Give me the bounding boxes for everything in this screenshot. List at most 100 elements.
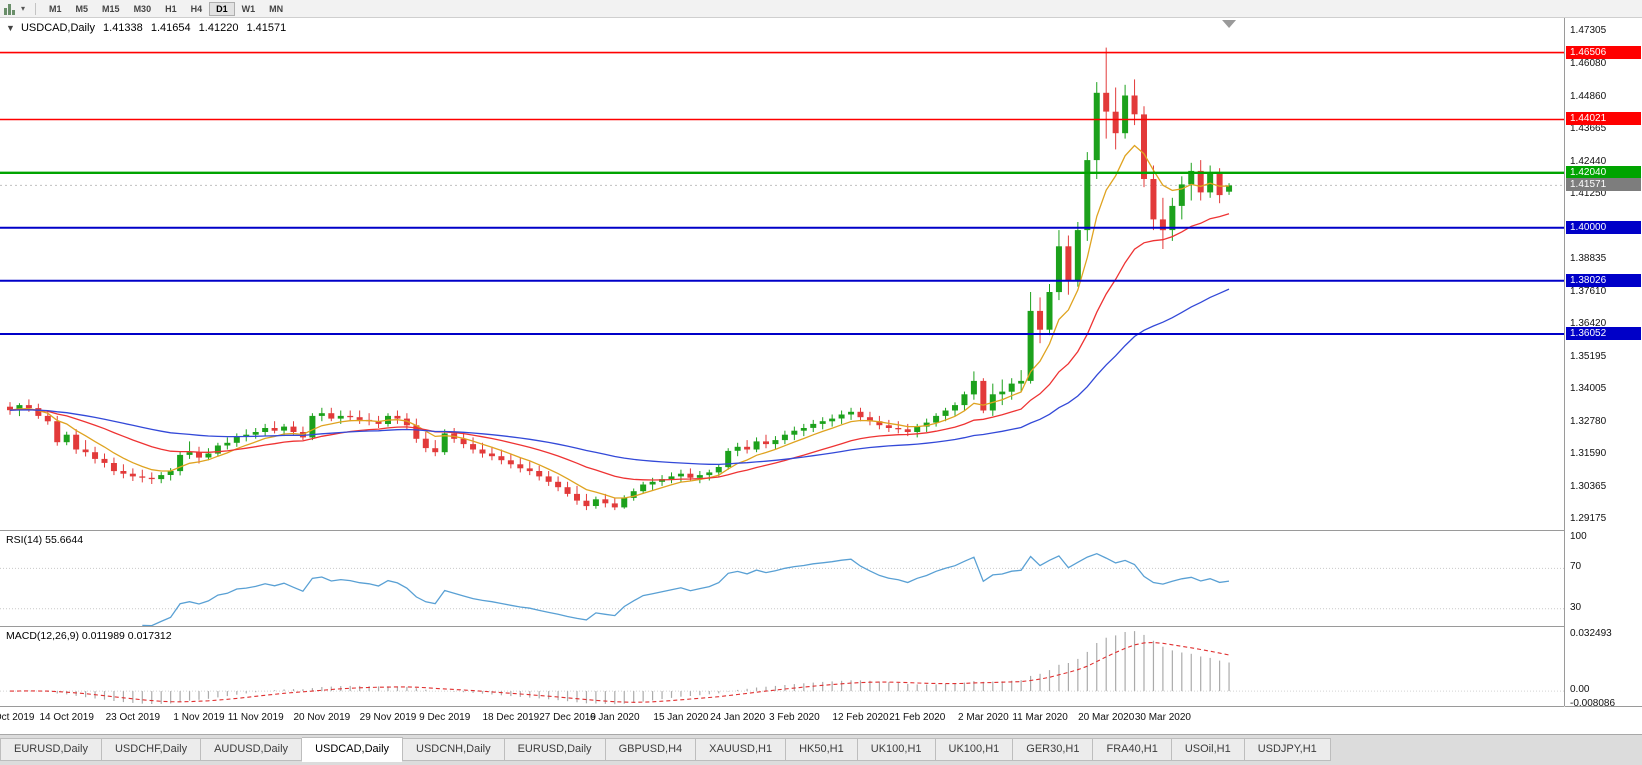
date-tick-label: 23 Oct 2019 — [105, 712, 161, 723]
candle — [1037, 310, 1044, 330]
candle — [205, 453, 212, 458]
chart-area[interactable]: ▼ USDCAD,Daily 1.41338 1.41654 1.41220 1… — [0, 18, 1642, 734]
candle — [479, 449, 486, 454]
candle — [498, 456, 505, 461]
date-tick-label: 11 Nov 2019 — [227, 712, 284, 723]
candle — [866, 417, 873, 422]
timeframe-button-mn[interactable]: MN — [269, 3, 284, 14]
candle — [640, 484, 647, 492]
price-tick-label: 1.47305 — [1570, 25, 1607, 37]
date-tick-label: 20 Mar 2020 — [1078, 712, 1135, 723]
rsi-panel[interactable]: RSI(14) 55.6644 — [0, 530, 1564, 627]
ohlc-close: 1.41571 — [246, 22, 287, 34]
candle — [904, 429, 911, 432]
candle — [1055, 246, 1062, 293]
candle — [923, 422, 930, 427]
date-tick-label: 27 Dec 2019 — [539, 712, 596, 723]
candle — [1178, 184, 1185, 206]
timeframe-button-w1[interactable]: W1 — [241, 3, 256, 14]
rsi-chart[interactable] — [0, 531, 1564, 627]
date-tick-label: 1 Nov 2019 — [173, 712, 225, 723]
candle — [35, 408, 42, 416]
candle — [252, 432, 259, 435]
price-tick-label: 1.43665 — [1570, 123, 1607, 135]
candle — [1046, 292, 1053, 330]
level-price-label: 1.46506 — [1566, 45, 1641, 59]
timeframe-button-m30[interactable]: M30 — [133, 3, 152, 14]
top-toolbar: ▾ M1 M5 M15 M30 H1 H4 D1 W1 MN — [0, 0, 1642, 18]
date-tick-label: 2 Mar 2020 — [958, 712, 1009, 723]
timeframe-button-d1[interactable]: D1 — [209, 1, 235, 16]
symbol-dropdown-icon[interactable]: ▼ — [6, 23, 15, 33]
candle — [876, 421, 883, 426]
toolbar-separator — [35, 2, 37, 15]
price-tick-label: 1.44860 — [1570, 90, 1607, 102]
chart-tab-audusd-daily[interactable]: AUDUSD,Daily — [201, 738, 303, 761]
candle — [744, 446, 751, 450]
candlestick-chart[interactable] — [0, 18, 1564, 530]
candle — [243, 434, 250, 436]
candle — [1216, 173, 1223, 196]
candle — [1065, 246, 1072, 282]
timeframe-button-h1[interactable]: H1 — [165, 3, 177, 14]
candle — [432, 448, 439, 453]
candle — [1131, 95, 1138, 115]
level-price-label: 1.40000 — [1566, 220, 1641, 234]
macd-panel[interactable]: MACD(12,26,9) 0.011989 0.017312 — [0, 626, 1564, 706]
chart-tab-usdchf-daily[interactable]: USDCHF,Daily — [101, 738, 202, 761]
candle — [810, 423, 817, 428]
candle — [1197, 170, 1204, 193]
candle — [649, 481, 656, 485]
level-price-label: 1.44021 — [1566, 112, 1641, 126]
candle — [819, 421, 826, 424]
chart-tab-gbpusd-h4[interactable]: GBPUSD,H4 — [605, 738, 697, 761]
chart-tab-eurusd-daily[interactable]: EURUSD,Daily — [0, 738, 102, 761]
candle — [1074, 230, 1081, 282]
macd-chart[interactable] — [0, 627, 1564, 707]
chart-tab-eurusd-daily[interactable]: EURUSD,Daily — [504, 738, 606, 761]
chart-tab-usoil-h1[interactable]: USOil,H1 — [1171, 738, 1245, 761]
chart-tab-usdcad-daily[interactable]: USDCAD,Daily — [302, 737, 404, 762]
price-tick-label: 1.29175 — [1570, 513, 1607, 525]
chart-tab-uk100-h1[interactable]: UK100,H1 — [935, 738, 1014, 761]
candle — [1112, 111, 1119, 134]
candle — [848, 411, 855, 415]
chart-tab-uk100-h1[interactable]: UK100,H1 — [857, 738, 936, 761]
candle — [7, 406, 13, 411]
candle — [441, 433, 448, 453]
candle — [1084, 160, 1091, 231]
chart-tab-hk50-h1[interactable]: HK50,H1 — [786, 738, 858, 761]
chart-type-caret-icon[interactable]: ▾ — [21, 4, 26, 13]
candle — [224, 442, 231, 446]
chart-tab-fra40-h1[interactable]: FRA40,H1 — [1093, 738, 1172, 761]
candle — [838, 414, 845, 419]
price-tick-label: 1.35195 — [1570, 351, 1607, 363]
chart-tab-xauusd-h1[interactable]: XAUUSD,H1 — [696, 738, 787, 761]
candle — [630, 491, 637, 498]
price-tick-label: 1.34005 — [1570, 383, 1607, 395]
chart-tab-bar: EURUSD,Daily USDCHF,Daily AUDUSD,Daily USDC… — [0, 734, 1642, 765]
timeframe-button-m1[interactable]: M1 — [49, 3, 62, 14]
candle — [980, 380, 987, 411]
candle — [753, 441, 760, 450]
candle — [347, 415, 354, 418]
candle — [583, 500, 590, 507]
price-axis[interactable]: 1.47305 1.46080 1.44860 1.43665 1.42440 1.412… — [1564, 18, 1642, 709]
chart-type-icon[interactable] — [4, 3, 18, 15]
candle — [706, 472, 713, 476]
timeframe-button-m15[interactable]: M15 — [102, 3, 120, 14]
date-tick-label: 4 Oct 2019 — [0, 712, 35, 723]
timeframe-button-h4[interactable]: H4 — [190, 3, 203, 14]
candle — [564, 487, 571, 494]
main-chart-panel[interactable]: ▼ USDCAD,Daily 1.41338 1.41654 1.41220 1… — [0, 18, 1564, 530]
candle — [1027, 310, 1034, 381]
candle — [63, 434, 70, 443]
chart-tab-usdjpy-h1[interactable]: USDJPY,H1 — [1244, 738, 1331, 761]
rsi-tick-label: 100 — [1570, 531, 1587, 543]
chart-tab-usdcnh-daily[interactable]: USDCNH,Daily — [403, 738, 505, 761]
macd-tick-label: 0.00 — [1570, 684, 1590, 696]
candle — [725, 450, 732, 468]
chart-tab-ger30-h1[interactable]: GER30,H1 — [1013, 738, 1094, 761]
timeframe-button-m5[interactable]: M5 — [75, 3, 89, 14]
price-tick-label: 1.41250 — [1570, 188, 1607, 200]
